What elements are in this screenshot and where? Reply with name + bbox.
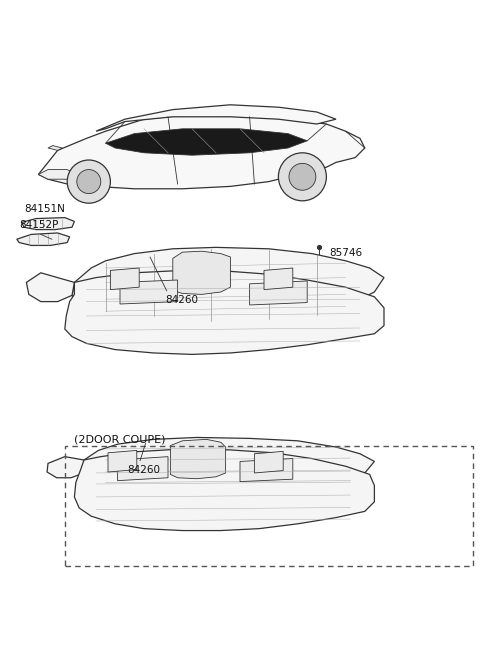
Polygon shape <box>74 449 374 531</box>
Polygon shape <box>173 251 230 295</box>
Polygon shape <box>65 270 384 354</box>
Polygon shape <box>120 280 178 304</box>
Text: 84152P: 84152P <box>19 220 59 230</box>
Polygon shape <box>22 218 74 230</box>
Polygon shape <box>47 457 84 478</box>
Polygon shape <box>38 114 365 189</box>
Text: 84260: 84260 <box>127 465 160 475</box>
Circle shape <box>67 160 110 203</box>
Polygon shape <box>106 129 307 155</box>
Bar <box>65 445 473 565</box>
Circle shape <box>77 170 101 194</box>
Polygon shape <box>17 233 70 245</box>
Text: 85746: 85746 <box>329 247 362 258</box>
Polygon shape <box>38 170 77 179</box>
Polygon shape <box>118 457 168 481</box>
Polygon shape <box>250 281 307 305</box>
Polygon shape <box>110 268 139 289</box>
Polygon shape <box>170 440 226 479</box>
Text: (2DOOR COUPE): (2DOOR COUPE) <box>74 434 166 444</box>
Polygon shape <box>108 451 137 472</box>
Text: 84260: 84260 <box>166 295 199 305</box>
Polygon shape <box>240 459 293 482</box>
Circle shape <box>278 153 326 201</box>
Polygon shape <box>84 438 374 497</box>
Polygon shape <box>26 273 74 302</box>
Polygon shape <box>254 451 283 473</box>
Circle shape <box>289 163 316 190</box>
Text: 84151N: 84151N <box>24 204 65 214</box>
Polygon shape <box>264 268 293 289</box>
Polygon shape <box>72 247 384 323</box>
Polygon shape <box>96 105 336 131</box>
Polygon shape <box>48 146 62 150</box>
